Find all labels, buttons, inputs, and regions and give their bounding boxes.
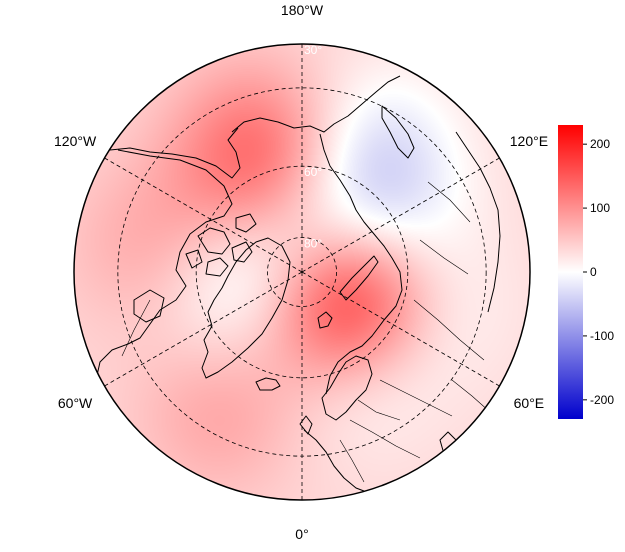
colorbar-tick-label: -100 [590, 329, 614, 343]
east-asia-coastline [455, 131, 501, 313]
lon-label: 60°E [514, 395, 545, 411]
scandinavia-coastline [321, 355, 373, 421]
meridian-line [104, 271, 303, 387]
lon-label: 0° [295, 526, 308, 542]
map-disc [74, 44, 530, 500]
border-lines [121, 181, 491, 483]
kamchatka-coastline [381, 105, 415, 159]
colorbar-gradient [558, 125, 583, 419]
alaska-coastline [109, 127, 241, 179]
colorbar-tick-label: 0 [590, 265, 597, 279]
lat-label: 30° [304, 43, 322, 57]
hudson-bay-coastline [133, 289, 165, 323]
lat-label: 80° [304, 236, 322, 250]
lon-label: 120°W [54, 133, 97, 149]
colorbar-tick-label: -200 [590, 393, 614, 407]
colorbar-ticks: 200 100 0 -100 -200 [583, 137, 614, 407]
graticule [104, 44, 500, 500]
colorbar-tick-label: 100 [590, 201, 610, 215]
colorbar-tick-label: 200 [590, 137, 610, 151]
svalbard-coastline [317, 311, 333, 329]
chukotka-coastline [231, 75, 401, 133]
borders [121, 181, 491, 483]
longitude-labels: 180°W 120°W 120°E 60°W 60°E 0° [54, 2, 548, 542]
lat-label: 60° [304, 165, 322, 179]
eurasia-coastline [319, 133, 403, 395]
lon-label: 60°W [58, 395, 93, 411]
meridian-line [104, 157, 303, 273]
canadian-archipelago-coastline [185, 213, 257, 277]
british-isles-coastline [299, 415, 313, 435]
map-boundary [73, 43, 531, 501]
lon-label: 180°W [281, 2, 324, 18]
latitude-labels: 30° 60° 80° [304, 43, 322, 250]
iceland-coastline [255, 377, 281, 391]
novaya-zemlya-coastline [339, 255, 379, 301]
meridian-line [301, 157, 500, 273]
meridian-line [301, 271, 500, 387]
lon-label: 120°E [510, 133, 548, 149]
north-america-coastline [79, 149, 233, 421]
parallel-line [267, 237, 337, 307]
colorbar: 200 100 0 -100 -200 [558, 125, 614, 419]
greenland-coastline [201, 237, 291, 379]
